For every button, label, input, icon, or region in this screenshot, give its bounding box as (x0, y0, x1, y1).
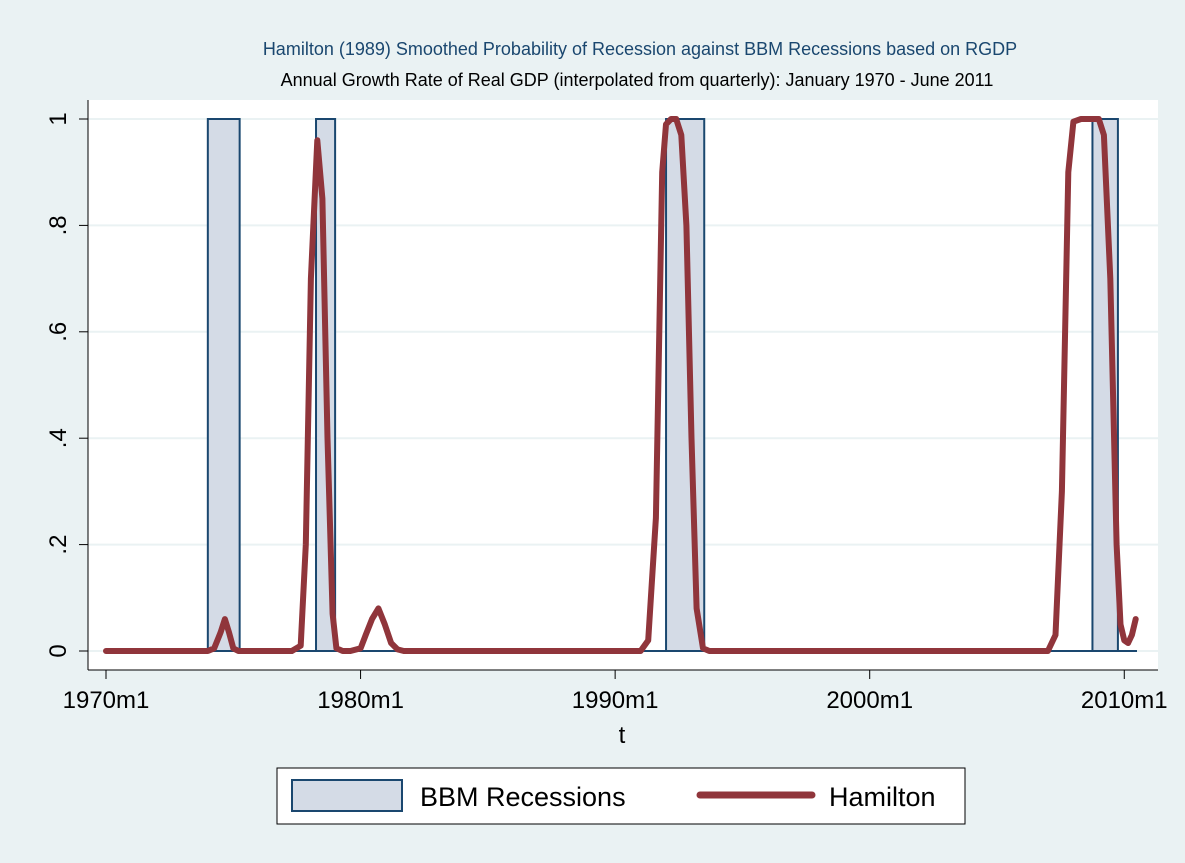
legend-label-hamilton: Hamilton (829, 782, 936, 812)
x-tick-label: 1970m1 (63, 687, 150, 714)
chart-subtitle: Annual Growth Rate of Real GDP (interpol… (281, 70, 994, 90)
legend-swatch-bbm (291, 779, 403, 812)
x-axis-title: t (619, 722, 626, 749)
y-tick-label: .4 (45, 428, 72, 448)
legend-label-bbm: BBM Recessions (420, 782, 626, 812)
chart-title: Hamilton (1989) Smoothed Probability of … (263, 39, 1017, 59)
plot-background (88, 100, 1158, 670)
hamilton-series (103, 116, 1139, 654)
x-tick-label: 2000m1 (826, 687, 913, 714)
hamilton-line (103, 116, 1139, 654)
legend: BBM Recessions Hamilton (276, 767, 966, 825)
x-tick-label: 2010m1 (1081, 687, 1168, 714)
y-tick-label: .8 (45, 215, 72, 235)
x-tick-label: 1980m1 (317, 687, 404, 714)
y-tick-label: .6 (45, 322, 72, 342)
bbm-recession-bar (206, 118, 241, 652)
x-tick-label: 1990m1 (572, 687, 659, 714)
y-tick-label: 0 (45, 644, 72, 657)
axes: 0 .2 .4 .6 .8 1 1970m1 1980m1 1990m1 2000m1 2010m1 (45, 100, 1168, 714)
y-tick-label: .2 (45, 535, 72, 555)
y-tick-label: 1 (45, 112, 72, 125)
